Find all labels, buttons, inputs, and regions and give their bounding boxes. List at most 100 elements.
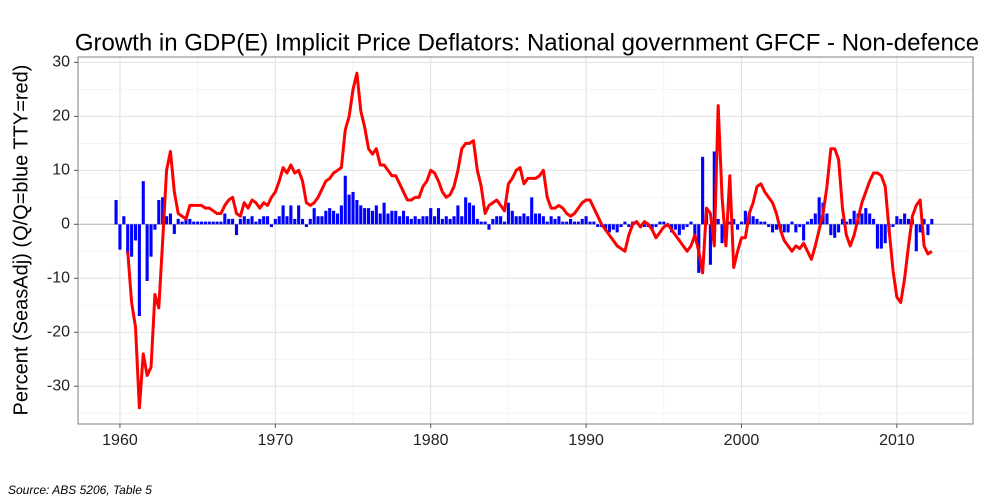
bar: [444, 216, 448, 225]
bar: [285, 216, 289, 225]
bar: [607, 224, 611, 233]
bar: [805, 221, 810, 225]
bar: [203, 221, 207, 225]
bar: [316, 216, 320, 225]
bar: [545, 221, 549, 225]
bar: [751, 216, 755, 225]
bar: [231, 218, 235, 225]
bar: [899, 218, 903, 225]
bar: [219, 221, 223, 225]
bar: [339, 205, 343, 225]
bar: [386, 213, 390, 225]
bar: [673, 224, 677, 230]
bar: [258, 218, 262, 225]
bar: [126, 224, 130, 254]
bar: [250, 216, 254, 225]
bar: [774, 224, 778, 230]
bar: [852, 210, 856, 225]
bar: [903, 213, 907, 225]
bar: [328, 208, 332, 225]
bar: [530, 197, 534, 225]
source-note: Source: ABS 5206, Table 5: [8, 483, 152, 497]
bar: [623, 221, 627, 225]
bar: [569, 218, 573, 225]
bar: [860, 213, 864, 225]
x-tick-label: 2000: [724, 432, 760, 449]
bar: [234, 224, 239, 236]
bar: [161, 197, 165, 225]
bar: [576, 221, 580, 225]
bar: [786, 224, 790, 233]
bar: [149, 224, 153, 257]
y-tick-label: -30: [47, 377, 70, 394]
line: [126, 71, 933, 410]
bar: [293, 218, 297, 225]
bar: [122, 216, 126, 225]
marks: [114, 71, 934, 410]
bar: [452, 216, 456, 225]
y-axis-label: Percent (SeasAdj) (Q/Q=blue TTY=red): [10, 65, 32, 416]
bar: [712, 151, 716, 225]
bar: [848, 218, 852, 225]
bar: [165, 216, 169, 225]
bar: [367, 208, 371, 225]
bar: [312, 208, 316, 225]
bar: [868, 213, 872, 225]
bar: [460, 216, 464, 225]
y-tick-label: 0: [61, 216, 70, 233]
bar: [320, 216, 324, 225]
bar: [207, 221, 211, 225]
bar: [720, 224, 724, 244]
bar: [394, 210, 398, 225]
bar: [514, 216, 518, 225]
bar: [627, 224, 631, 228]
bar: [172, 224, 176, 235]
y-tick-label: 20: [52, 108, 70, 125]
bar: [347, 194, 351, 225]
bar: [891, 224, 895, 228]
bar: [499, 216, 503, 225]
bar: [277, 216, 281, 225]
bar: [262, 216, 266, 225]
bar: [242, 216, 246, 225]
bar: [223, 213, 227, 225]
bar: [580, 218, 584, 225]
bar: [739, 221, 744, 225]
bar: [332, 210, 336, 225]
bar: [436, 208, 441, 225]
bar: [495, 216, 499, 225]
bar: [145, 224, 149, 281]
bar: [409, 218, 413, 225]
bar: [518, 216, 522, 225]
bar: [537, 213, 542, 225]
bar: [802, 224, 806, 241]
bar: [363, 208, 367, 225]
bar: [817, 197, 821, 225]
bar: [522, 213, 526, 225]
bar: [246, 218, 250, 225]
bar: [281, 205, 285, 225]
grid: [78, 57, 973, 424]
bar: [732, 218, 736, 225]
bar: [130, 224, 134, 257]
x-tick-label: 1970: [258, 432, 294, 449]
bar: [844, 221, 848, 225]
bar: [425, 216, 429, 225]
bar: [755, 218, 759, 225]
bar: [534, 213, 538, 225]
bar: [615, 224, 619, 233]
bar: [188, 218, 192, 225]
y-tick-label: 30: [52, 54, 70, 71]
bar: [526, 216, 530, 225]
bar: [401, 210, 406, 225]
bar: [502, 221, 507, 225]
bar: [922, 218, 926, 225]
bar: [421, 216, 425, 225]
bar: [137, 224, 141, 317]
bar: [351, 191, 355, 225]
bar: [300, 218, 305, 225]
bar: [370, 210, 375, 225]
